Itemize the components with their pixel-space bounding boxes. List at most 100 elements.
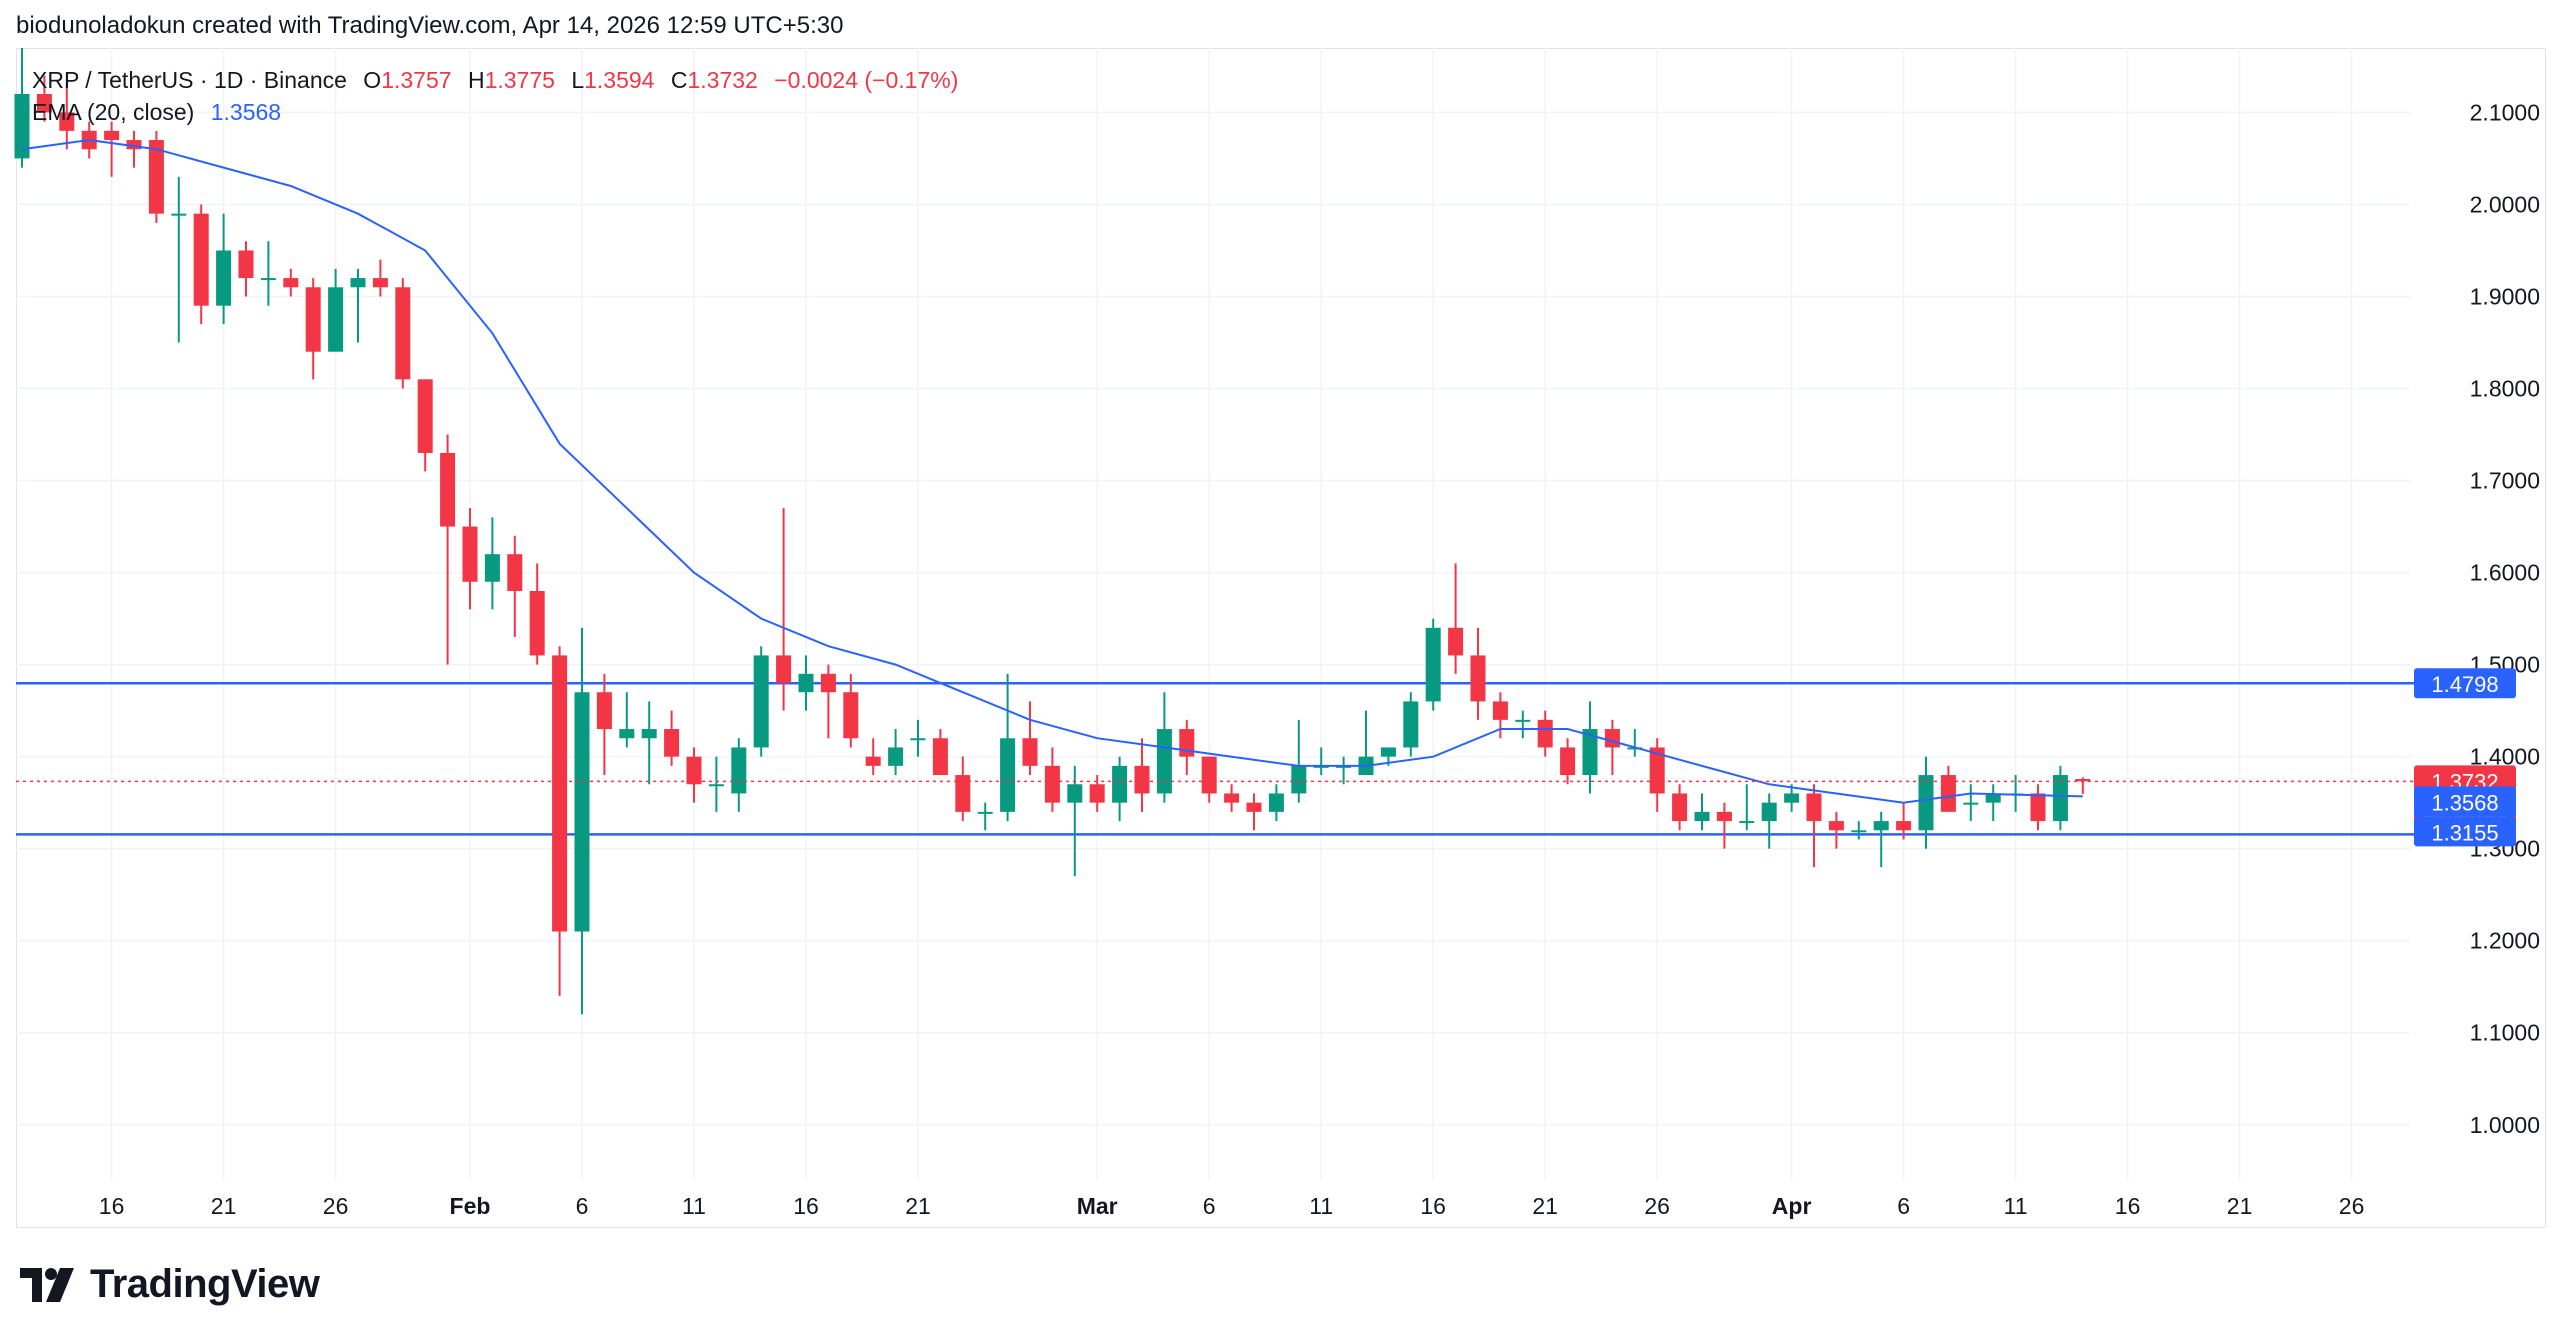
candle-down bbox=[372, 259, 388, 297]
candle-up bbox=[216, 213, 232, 325]
candle-down bbox=[1828, 811, 1844, 849]
candle-body bbox=[1582, 729, 1598, 776]
candle-up bbox=[1694, 793, 1710, 831]
symbol-name[interactable]: XRP / TetherUS · 1D · Binance bbox=[32, 67, 347, 93]
ema-row[interactable]: EMA (20, close) 1.3568 bbox=[32, 96, 958, 128]
y-tick-label: 1.8000 bbox=[2470, 376, 2540, 402]
candle-body bbox=[1268, 793, 1284, 812]
candle-down bbox=[395, 278, 411, 389]
candle-body bbox=[59, 112, 75, 131]
candle-body bbox=[193, 213, 209, 306]
candle-down bbox=[686, 747, 702, 803]
brand-name: TradingView bbox=[90, 1262, 320, 1306]
candle-body bbox=[1000, 738, 1016, 812]
candle-down bbox=[1224, 784, 1240, 812]
candle-body bbox=[14, 94, 30, 159]
x-tick-label: 11 bbox=[1309, 1193, 1333, 1219]
candle-up bbox=[171, 176, 187, 343]
candle-body bbox=[910, 738, 926, 741]
candle-body bbox=[1470, 655, 1486, 702]
support-price-tag: 1.3155 bbox=[2414, 816, 2516, 847]
x-tick-label: 16 bbox=[99, 1193, 125, 1219]
candle-body bbox=[596, 692, 612, 730]
candle-down bbox=[507, 535, 523, 638]
candle-body bbox=[865, 756, 881, 766]
candle-down bbox=[1201, 756, 1217, 803]
candle-body bbox=[1716, 811, 1732, 822]
candle-up bbox=[753, 646, 769, 757]
candle-body bbox=[417, 379, 433, 453]
candle-body bbox=[1089, 784, 1105, 803]
candle-body bbox=[1179, 729, 1195, 757]
candle-body bbox=[1896, 821, 1912, 831]
candle-up bbox=[2052, 765, 2068, 831]
tradingview-brand[interactable]: TradingView bbox=[20, 1262, 320, 1307]
candle-up bbox=[1918, 756, 1934, 849]
candle-body bbox=[1940, 775, 1956, 812]
chart-credit: biodunoladokun created with TradingView.… bbox=[16, 12, 844, 39]
candle-up bbox=[260, 241, 276, 306]
candle-down bbox=[59, 84, 75, 150]
candle-body bbox=[1224, 793, 1240, 803]
time-axis: 16 21 26 Feb 6 11 16 21 Mar 6 11 16 21 26 Apr 6 11 16 21 26 bbox=[99, 1193, 2365, 1219]
candle-up bbox=[1313, 747, 1329, 776]
candle-down bbox=[440, 434, 456, 665]
candle-body bbox=[1515, 719, 1531, 722]
candle-body bbox=[1627, 747, 1643, 750]
candle-up bbox=[798, 655, 814, 711]
candle-body bbox=[148, 140, 164, 214]
x-tick-label: 21 bbox=[2227, 1193, 2253, 1219]
candle-down bbox=[104, 121, 120, 177]
ema-label[interactable]: EMA (20, close) bbox=[32, 99, 195, 125]
x-tick-label: Mar bbox=[1077, 1193, 1118, 1219]
y-tick-label: 1.0000 bbox=[2470, 1112, 2540, 1138]
candle-down bbox=[305, 278, 321, 380]
candle-body bbox=[2075, 779, 2091, 782]
ema-price-tag: 1.3568 bbox=[2414, 786, 2516, 817]
candle-up bbox=[1112, 756, 1128, 822]
candle-body bbox=[440, 452, 456, 527]
candle-down bbox=[1604, 719, 1620, 776]
resistance-price-tag: 1.4798 bbox=[2414, 668, 2516, 699]
candle-down bbox=[1246, 793, 1262, 831]
candle-up bbox=[1739, 784, 1755, 831]
candle-body bbox=[1694, 811, 1710, 822]
candle-body bbox=[1425, 627, 1441, 702]
candle-body bbox=[1560, 747, 1576, 776]
candle-body bbox=[932, 738, 948, 776]
candle-up bbox=[350, 268, 366, 343]
y-tick-label: 1.2000 bbox=[2470, 928, 2540, 954]
candle-down bbox=[1672, 784, 1688, 831]
resistance-price-tag-bg bbox=[2414, 668, 2516, 699]
candle-body bbox=[1492, 701, 1508, 720]
candle-down bbox=[148, 130, 164, 223]
ema-price-tag-text: 1.3568 bbox=[2431, 790, 2498, 815]
candle-down bbox=[1134, 738, 1150, 812]
ema-value: 1.3568 bbox=[210, 99, 282, 125]
symbol-row[interactable]: XRP / TetherUS · 1D · Binance O1.3757 H1… bbox=[32, 64, 958, 96]
candle-down bbox=[1492, 692, 1508, 739]
candle-body bbox=[1604, 729, 1620, 748]
candles bbox=[14, 48, 2091, 1015]
candle-up bbox=[1425, 618, 1441, 711]
ema-line bbox=[21, 138, 2083, 804]
x-tick-label: Feb bbox=[450, 1193, 491, 1219]
candle-up bbox=[619, 692, 635, 748]
ema-price-tag-bg bbox=[2414, 786, 2516, 817]
candle-body bbox=[1963, 802, 1979, 805]
candle-body bbox=[1044, 765, 1060, 803]
candle-body bbox=[1873, 821, 1889, 831]
candle-body bbox=[664, 729, 680, 757]
candle-body bbox=[1649, 747, 1665, 794]
candle-body bbox=[507, 554, 523, 591]
candle-down bbox=[1537, 710, 1553, 757]
candle-down bbox=[1716, 802, 1732, 849]
x-tick-label: 11 bbox=[2004, 1193, 2028, 1219]
candle-body bbox=[1672, 793, 1688, 822]
candle-up bbox=[1403, 692, 1419, 757]
candle-body bbox=[104, 130, 120, 141]
candle-down bbox=[1179, 719, 1195, 776]
candle-body bbox=[2052, 775, 2068, 822]
candle-body bbox=[686, 756, 702, 785]
